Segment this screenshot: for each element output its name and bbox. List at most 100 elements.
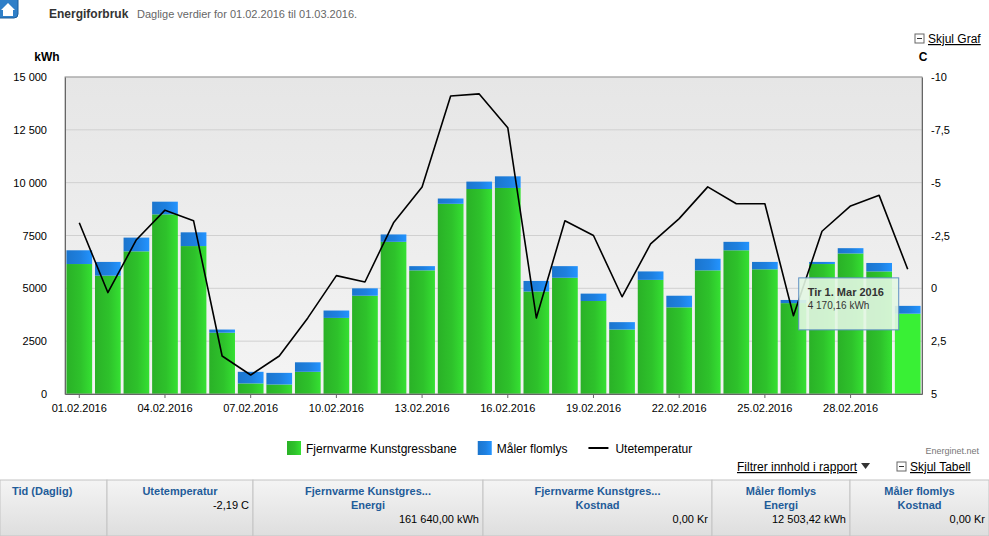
axis-line [66,394,923,395]
table-header-cell[interactable]: Måler flomlysKostnad0,00 Kr [850,480,989,536]
bar[interactable] [95,276,121,394]
tick-mark [507,394,508,398]
bar[interactable] [324,311,350,318]
tick-label: -2,5 [931,230,950,242]
tick-label: 5 [931,388,937,400]
bar[interactable] [152,202,178,215]
filter-control[interactable]: Filtrer innhold i rapport [737,460,870,474]
tooltip-box [799,278,899,330]
tick-label: -10 [931,71,947,83]
hide-table[interactable]: Skjul Tabell [897,460,970,474]
legend-item[interactable]: Fjernvarme Kunstgressbane [287,441,457,456]
bar[interactable] [266,373,292,385]
hide-chart-label[interactable]: Skjul Graf [928,32,981,46]
bar[interactable] [352,296,378,394]
column-measure: Kostnad [898,499,942,511]
legend-item[interactable]: Måler flomlys [478,441,568,456]
bar[interactable] [666,307,692,394]
table-header-cell[interactable]: Fjernvarme Kunstgres...Energi161 640,00 … [253,480,483,536]
bar[interactable] [295,362,321,372]
bar[interactable] [181,246,207,394]
tick-label: 13.02.2016 [395,402,450,414]
bar[interactable] [552,266,578,278]
tick-label: 22.02.2016 [652,402,707,414]
bar[interactable] [866,263,892,271]
bar[interactable] [266,384,292,394]
bar[interactable] [238,383,264,394]
bar[interactable] [638,280,664,394]
bar[interactable] [209,333,235,394]
bar[interactable] [695,270,721,394]
bar[interactable] [352,288,378,295]
legend-label[interactable]: Fjernvarme Kunstgressbane [306,442,457,456]
column-title: Utetemperatur [142,485,218,497]
bar[interactable] [466,189,492,394]
bar[interactable] [209,330,235,333]
tick: 28.02.2016 [823,394,878,414]
legend-label[interactable]: Måler flomlys [497,442,568,456]
tick: 10 000 [13,177,65,189]
bar[interactable] [666,296,692,308]
bar[interactable] [838,248,864,253]
bar[interactable] [295,372,321,394]
grid-line [65,182,922,183]
tick: -5 [922,177,941,189]
bar[interactable] [752,262,778,269]
bar[interactable] [238,372,264,384]
bar[interactable] [523,292,549,394]
bar[interactable] [409,270,435,394]
bar[interactable] [152,214,178,394]
tick-label: 19.02.2016 [566,402,621,414]
bar[interactable] [752,269,778,394]
table-header-cell[interactable]: Tid (Daglig) [0,480,107,536]
bar[interactable] [66,250,92,264]
bar[interactable] [124,251,150,394]
legend-item[interactable]: Utetemperatur [588,442,692,456]
tick-label: 7500 [23,230,47,242]
y2-axis-title: C [919,50,928,64]
tick: 25.02.2016 [737,394,792,414]
bar[interactable] [66,264,92,394]
bar[interactable] [381,242,407,394]
x-axis: 01.02.201604.02.201607.02.201610.02.2016… [52,394,923,414]
bar[interactable] [723,250,749,394]
bar[interactable] [695,259,721,271]
bar[interactable] [324,318,350,394]
y2-axis: 52,50-2,5-5-7,5-10 [922,71,950,400]
bar[interactable] [438,199,464,204]
table-header-cell[interactable]: Måler flomlysEnergi12 503,42 kWh [712,480,850,536]
bar[interactable] [809,262,835,264]
bar[interactable] [581,301,607,394]
bar[interactable] [409,266,435,270]
column-total: 0,00 Kr [673,513,709,525]
bar[interactable] [466,182,492,189]
filter-label[interactable]: Filtrer innhold i rapport [737,460,858,474]
bar[interactable] [609,322,635,329]
bar[interactable] [495,188,521,394]
column-total: 12 503,42 kWh [772,513,846,525]
column-total: -2,19 C [213,499,249,511]
bar[interactable] [638,271,664,279]
legend: Fjernvarme Kunstgressbane Måler flomlys Ut… [287,441,692,456]
tick: -7,5 [922,124,950,136]
table-header-cell[interactable]: Utetemperatur -2,19 C [107,480,253,536]
tick: 5000 [23,282,65,294]
bar[interactable] [723,242,749,250]
legend-label[interactable]: Utetemperatur [615,442,692,456]
hide-chart[interactable]: Skjul Graf [915,32,981,46]
column-measure: Energi [764,499,798,511]
hide-table-label[interactable]: Skjul Tabell [910,460,970,474]
tick-mark [679,394,680,398]
axis-line [65,78,66,395]
bar[interactable] [552,278,578,394]
column-title: Tid (Daglig) [12,485,73,497]
table-header-cell[interactable]: Fjernvarme Kunstgres...Kostnad0,00 Kr [483,480,712,536]
y-axis: 025005000750010 00012 50015 000 [13,71,65,400]
bar[interactable] [438,204,464,394]
tick-mark [250,394,251,398]
bar[interactable] [181,232,207,246]
bar[interactable] [609,330,635,394]
grid-line [65,129,922,130]
plot-frame [65,77,922,394]
bar[interactable] [581,294,607,301]
